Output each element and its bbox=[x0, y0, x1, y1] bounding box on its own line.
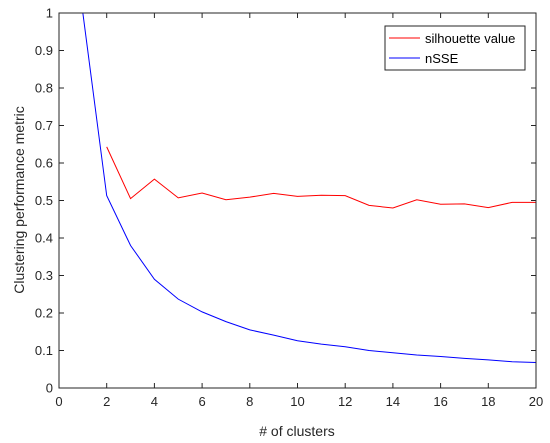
y-tick-label: 0.7 bbox=[35, 118, 53, 133]
y-axis-label: Clustering performance metric bbox=[11, 106, 27, 294]
series-layer bbox=[82, 13, 536, 363]
plot-area bbox=[59, 13, 536, 388]
y-tick-label: 0.5 bbox=[35, 193, 53, 208]
x-tick-label: 2 bbox=[103, 394, 110, 409]
x-tick-label: 10 bbox=[290, 394, 304, 409]
y-tick-label: 0.3 bbox=[35, 268, 53, 283]
x-tick-label: 4 bbox=[151, 394, 158, 409]
y-tick-label: 0.8 bbox=[35, 81, 53, 96]
x-tick-label: 16 bbox=[433, 394, 447, 409]
x-tick-label: 0 bbox=[55, 394, 62, 409]
series-line-silhouette-value bbox=[106, 146, 536, 209]
y-tick-label: 0 bbox=[46, 381, 53, 396]
x-tick-label: 18 bbox=[481, 394, 495, 409]
y-tick-label: 0.9 bbox=[35, 43, 53, 58]
x-tick-label: 14 bbox=[386, 394, 400, 409]
x-tick-label: 6 bbox=[198, 394, 205, 409]
y-axis-ticks: 0 0.1 0.2 0.3 0.4 0.5 0.6 0.7 0.8 0.9 1 bbox=[35, 6, 536, 396]
legend-box bbox=[384, 25, 526, 71]
x-tick-label: 8 bbox=[246, 394, 253, 409]
y-tick-label: 0.4 bbox=[35, 231, 53, 246]
x-axis-ticks: 0 2 4 6 8 10 12 14 16 18 20 bbox=[55, 13, 543, 409]
x-tick-label: 12 bbox=[338, 394, 352, 409]
x-tick-label: 20 bbox=[529, 394, 543, 409]
legend-label-nsse: nSSE bbox=[425, 51, 459, 66]
y-tick-label: 0.1 bbox=[35, 343, 53, 358]
x-axis-label: # of clusters bbox=[259, 423, 334, 439]
y-tick-label: 0.2 bbox=[35, 306, 53, 321]
y-tick-label: 1 bbox=[46, 6, 53, 21]
legend: silhouette value nSSE bbox=[384, 25, 526, 71]
y-tick-label: 0.6 bbox=[35, 156, 53, 171]
series-line-nsse bbox=[82, 13, 536, 363]
legend-label-silhouette-value: silhouette value bbox=[425, 31, 515, 46]
